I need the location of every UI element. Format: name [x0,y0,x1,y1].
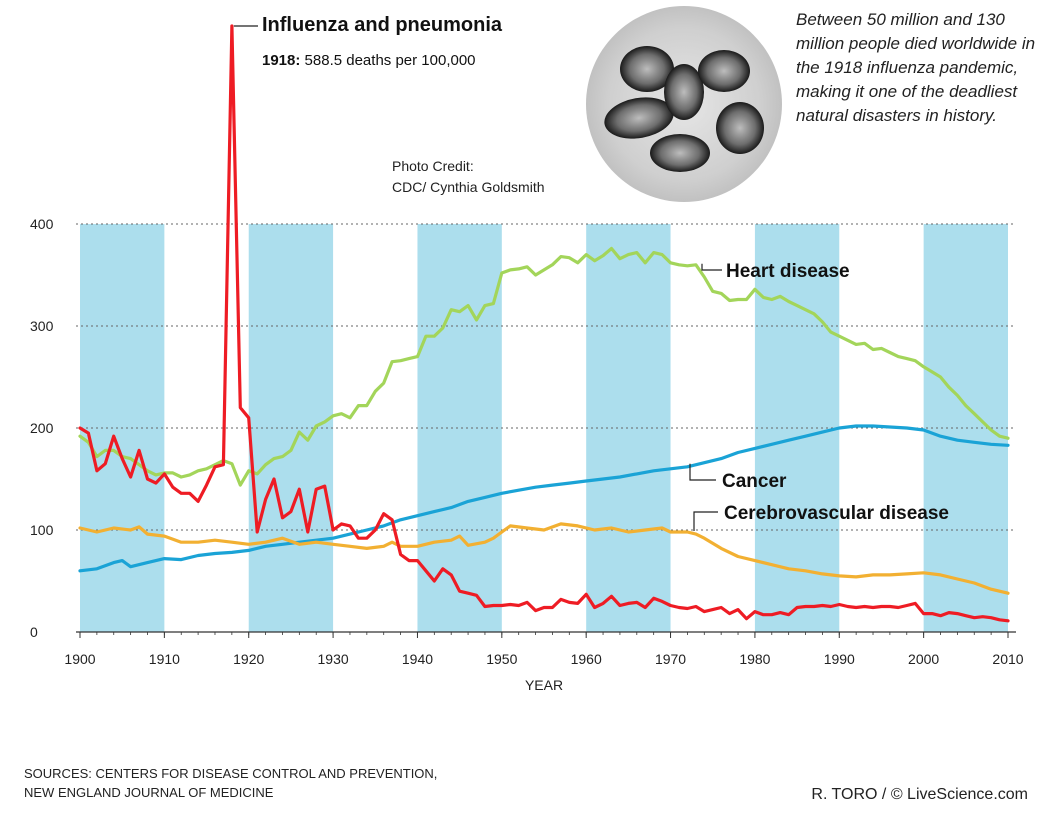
x-tick-label: 1970 [655,651,686,667]
virus-particle [716,102,764,154]
virus-micrograph-image [586,6,782,202]
y-tick-label: 100 [30,522,54,538]
y-tick-label: 0 [30,624,38,640]
x-tick-label: 1990 [824,651,855,667]
cancer-leader-line [689,463,716,481]
x-tick-label: 2000 [908,651,939,667]
background-band [417,224,502,632]
y-tick-label: 200 [30,420,54,436]
x-tick-label: 1910 [149,651,180,667]
pandemic-note: Between 50 million and 130 million peopl… [796,10,1036,125]
x-tick-label: 1940 [402,651,433,667]
cerebro-leader-line [693,511,718,532]
flu-peak-year: 1918: [262,52,301,69]
x-tick-label: 1920 [233,651,264,667]
y-tick-label: 300 [30,318,54,334]
heart-series-label: Heart disease [726,261,850,282]
virus-particle [698,50,750,92]
x-tick-label: 1980 [739,651,770,667]
photo-credit: Photo Credit: CDC/ Cynthia Goldsmith [392,158,545,195]
flu-series-label: Influenza and pneumonia [262,14,503,36]
flu-peak-annotation: 1918: 588.5 deaths per 100,000 [262,52,476,69]
cerebro-series-label: Cerebrovascular disease [724,503,949,524]
x-axis-label: YEAR [525,677,563,693]
x-tick-label: 1950 [486,651,517,667]
series-line-heart-disease [78,246,1010,487]
x-tick-label: 1960 [571,651,602,667]
cancer-series-label: Cancer [722,471,787,492]
sources-text: SOURCES: CENTERS FOR DISEASE CONTROL AND… [24,766,438,800]
y-tick-label: 400 [30,216,54,232]
x-tick-label: 2010 [992,651,1023,667]
series-line-cerebrovascular-disease [78,522,1010,595]
author-credit: R. TORO / © LiveScience.com [811,786,1028,803]
virus-particle [650,134,710,172]
virus-particle [664,64,704,120]
heart-leader-line [701,263,722,271]
x-tick-label: 1930 [318,651,349,667]
x-tick-label: 1900 [64,651,95,667]
series-line-cancer [78,424,1010,573]
flu-peak-value: 588.5 deaths per 100,000 [304,52,476,69]
series-line-influenza-and-pneumonia [78,24,1010,623]
